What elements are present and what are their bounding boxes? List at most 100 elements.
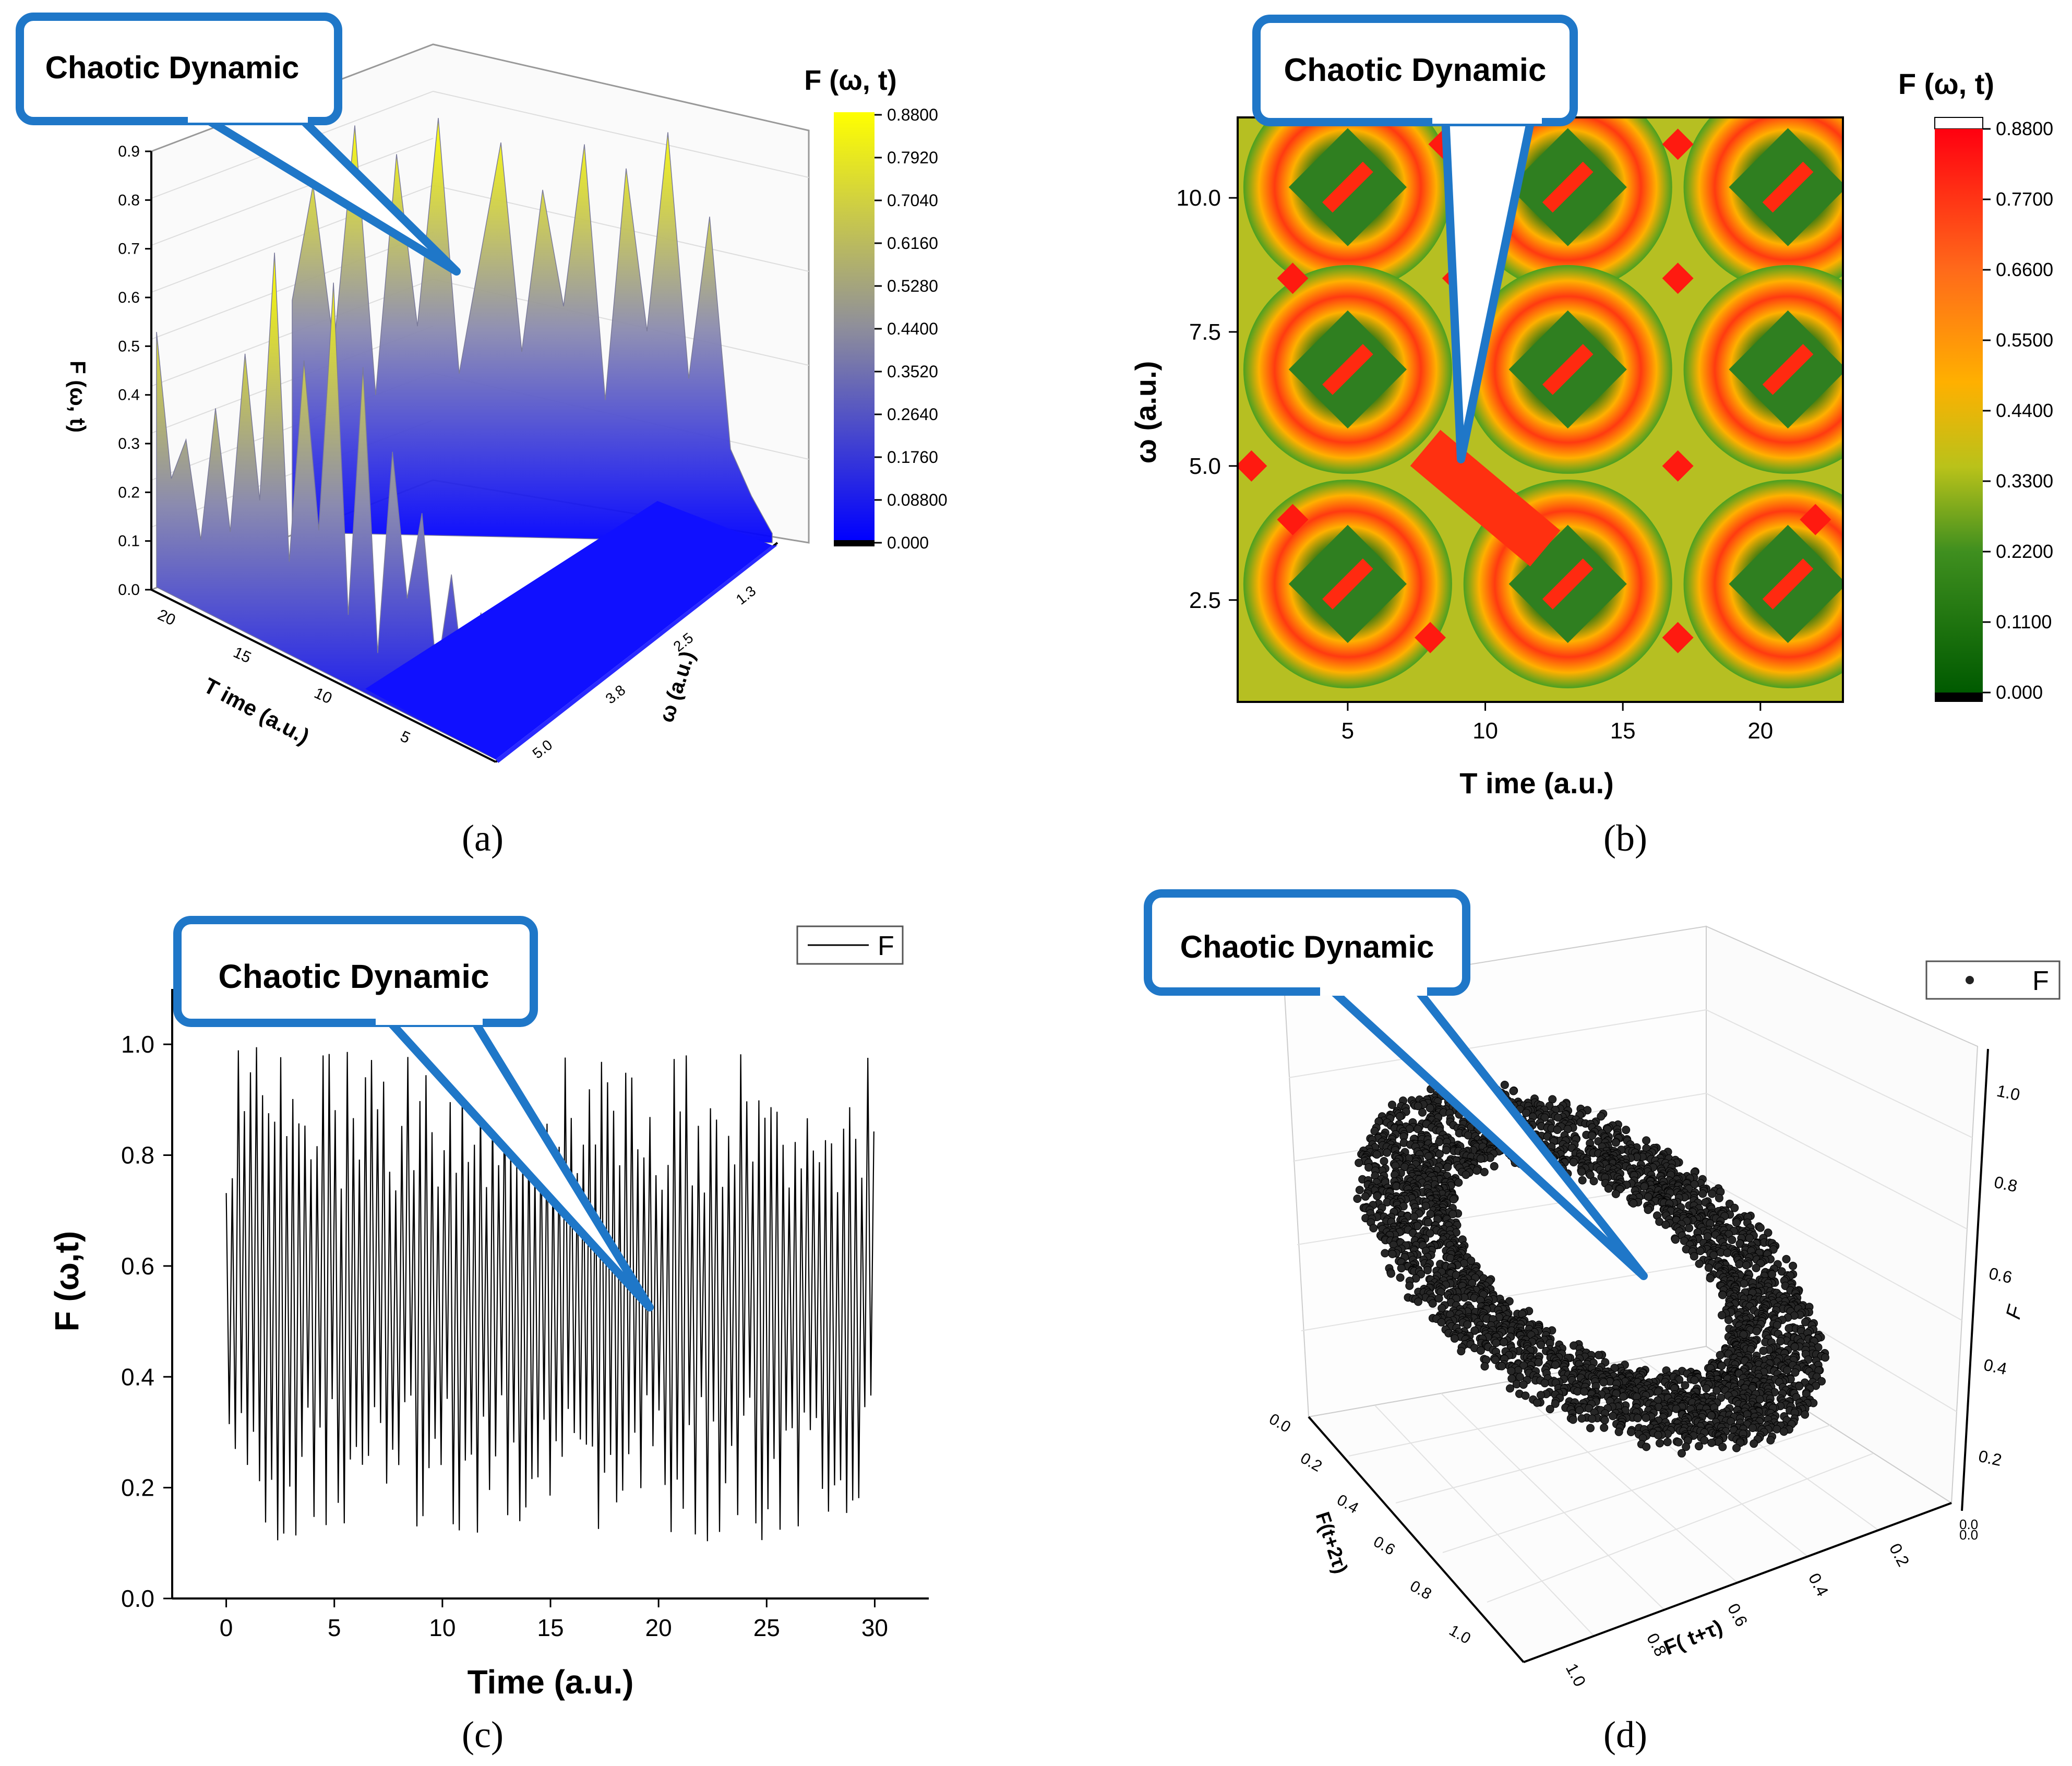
panel-d-point <box>1791 1368 1800 1377</box>
panel-d-point <box>1397 1264 1406 1273</box>
panel-d-point <box>1768 1270 1777 1279</box>
panel-d-point <box>1702 1384 1711 1393</box>
panel-b-colorbar-bottom <box>1935 693 1983 702</box>
panel-a-colorbar-title: F (ω, t) <box>804 65 897 96</box>
panel-a-z-tick: 0.5 <box>118 338 140 355</box>
panel-b-x-tick: 20 <box>1747 718 1773 744</box>
panel-c-callout-box <box>173 916 538 1027</box>
panel-d-y-label: F(t+2τ) <box>1311 1509 1351 1577</box>
panel-d-point <box>1521 1391 1530 1400</box>
panel-c-x-tick: 10 <box>429 1614 456 1641</box>
panel-a-y-tick: 1.3 <box>733 582 759 607</box>
panel-a-surface-floor <box>365 501 772 759</box>
panel-d-point <box>1817 1377 1826 1386</box>
panel-d-point <box>1740 1279 1748 1288</box>
panel-d-point <box>1450 1195 1458 1203</box>
panel-d-point <box>1372 1150 1381 1159</box>
panel-b-hot-cell <box>1662 622 1694 653</box>
panel-c-y-label: F (ω,t) <box>48 1231 86 1332</box>
panel-d-point <box>1690 1180 1699 1189</box>
panel-c-legend-label: F <box>878 931 894 961</box>
panel-d-point <box>1795 1382 1804 1391</box>
panel-c-x-ticks: 0 5 10 15 20 25 30 <box>220 1598 888 1641</box>
panel-d-point <box>1640 1182 1649 1191</box>
panel-d-point <box>1597 1112 1606 1121</box>
panel-d-point <box>1498 1362 1506 1370</box>
panel-a-colorbar-tick: 0.4400 <box>887 319 938 338</box>
panel-b-y-tick: 2.5 <box>1189 588 1221 613</box>
panel-d-point <box>1522 1108 1530 1117</box>
panel-d-point <box>1519 1361 1528 1370</box>
panel-d-point <box>1690 1252 1698 1261</box>
panel-d-z-tick: 0.2 <box>1977 1447 2004 1470</box>
panel-d-y-tick: 1.0 <box>1446 1621 1474 1647</box>
panel-d-x-tick: 0.6 <box>1724 1600 1752 1629</box>
panel-a-colorbar-ticks: 0.8800 0.7920 0.7040 0.6160 0.5280 0.4400 0.35… <box>875 105 948 552</box>
panel-d-point <box>1585 1404 1594 1413</box>
panel-d-point <box>1680 1236 1688 1245</box>
panel-d-point <box>1745 1234 1754 1243</box>
panel-d-point <box>1611 1189 1620 1198</box>
panel-a-colorbar-tick: 0.7920 <box>887 148 938 167</box>
panel-d-point <box>1426 1210 1435 1219</box>
panel-d-y-tick: 0.2 <box>1298 1449 1325 1475</box>
panel-d-point <box>1426 1104 1434 1113</box>
panel-d-point <box>1551 1361 1560 1369</box>
panel-d-point <box>1661 1220 1670 1229</box>
panel-d-point <box>1718 1311 1726 1320</box>
panel-d-point <box>1540 1113 1549 1122</box>
panel-d-point <box>1695 1442 1703 1451</box>
panel-b-x-tick: 5 <box>1342 718 1354 744</box>
panel-a-z-tick: 0.4 <box>118 387 140 404</box>
panel-d-point <box>1671 1235 1680 1244</box>
panel-b-callout: Chaotic Dynamic <box>1252 15 1578 463</box>
panel-b-x-label: T ime (a.u.) <box>1459 767 1614 800</box>
panel-d-point <box>1755 1395 1764 1404</box>
panel-d-point <box>1437 1318 1446 1327</box>
panel-d-point <box>1685 1224 1694 1233</box>
panel-b-peak-cell <box>1322 344 1373 395</box>
panel-d-point <box>1472 1166 1481 1175</box>
panel-a-colorbar-tick: 0.2640 <box>887 405 938 424</box>
panel-d-point <box>1373 1191 1382 1200</box>
panel-c-y-tick: 1.0 <box>121 1031 154 1058</box>
panel-d-point <box>1724 1316 1733 1324</box>
panel-d-point <box>1435 1150 1444 1159</box>
panel-d-point <box>1380 1157 1388 1165</box>
panel-b: 5 10 15 20 2.5 5.0 7.5 10.0 T ime (a.u.) ω (a.… <box>1129 15 2053 859</box>
panel-d-point <box>1776 1337 1785 1345</box>
panel-c-x-tick: 25 <box>753 1614 780 1641</box>
panel-d-point <box>1370 1127 1379 1136</box>
panel-b-peak-cell <box>1762 558 1814 610</box>
panel-d-point <box>1480 1362 1489 1371</box>
panel-d-legend-label: F <box>2032 966 2049 996</box>
panel-d-legend-marker <box>1966 976 1974 984</box>
panel-a-colorbar-tick: 0.8800 <box>887 105 938 124</box>
panel-d-point <box>1614 1427 1623 1436</box>
panel-d-point <box>1629 1199 1638 1208</box>
panel-b-y-tick: 7.5 <box>1189 319 1221 345</box>
panel-a-x-tick: 5 <box>398 727 413 747</box>
panel-d-point <box>1604 1184 1613 1193</box>
panel-d-point <box>1777 1267 1786 1276</box>
panel-a-caption: (a) <box>462 817 504 859</box>
panel-d-point <box>1519 1380 1528 1389</box>
panel-a-x-tick: 15 <box>231 643 254 666</box>
panel-c-y-tick: 0.0 <box>121 1585 154 1612</box>
panel-c-x-tick: 20 <box>645 1614 672 1641</box>
panel-a-colorbar-tick: 0.5280 <box>887 277 938 295</box>
panel-d-point <box>1732 1443 1741 1452</box>
panel-d-point <box>1395 1112 1404 1121</box>
panel-d-point <box>1600 1416 1609 1425</box>
panel-d-point <box>1730 1203 1739 1212</box>
panel-a-z-tick: 0.6 <box>118 289 140 306</box>
panel-b-y-ticks: 2.5 5.0 7.5 10.0 <box>1176 185 1238 613</box>
panel-d-point <box>1695 1259 1704 1268</box>
panel-b-colorbar-title: F (ω, t) <box>1898 67 1994 100</box>
panel-a-z-label: F (ω, t) <box>66 361 90 433</box>
panel-a-colorbar-tick: 0.6160 <box>887 234 938 253</box>
panel-d-point <box>1509 1087 1518 1095</box>
panel-d-point <box>1569 1158 1578 1166</box>
panel-d-point <box>1752 1327 1761 1335</box>
